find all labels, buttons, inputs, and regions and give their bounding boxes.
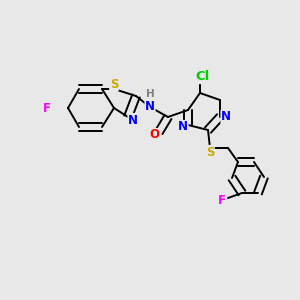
Text: N: N xyxy=(221,110,231,124)
Text: Cl: Cl xyxy=(195,70,209,83)
Text: N: N xyxy=(178,121,188,134)
Text: N: N xyxy=(145,100,155,113)
Text: F: F xyxy=(218,194,226,208)
Text: N: N xyxy=(128,113,138,127)
Text: F: F xyxy=(43,101,51,115)
Text: S: S xyxy=(110,77,118,91)
Text: O: O xyxy=(149,128,159,142)
Text: S: S xyxy=(206,146,214,158)
Text: H: H xyxy=(146,89,154,99)
